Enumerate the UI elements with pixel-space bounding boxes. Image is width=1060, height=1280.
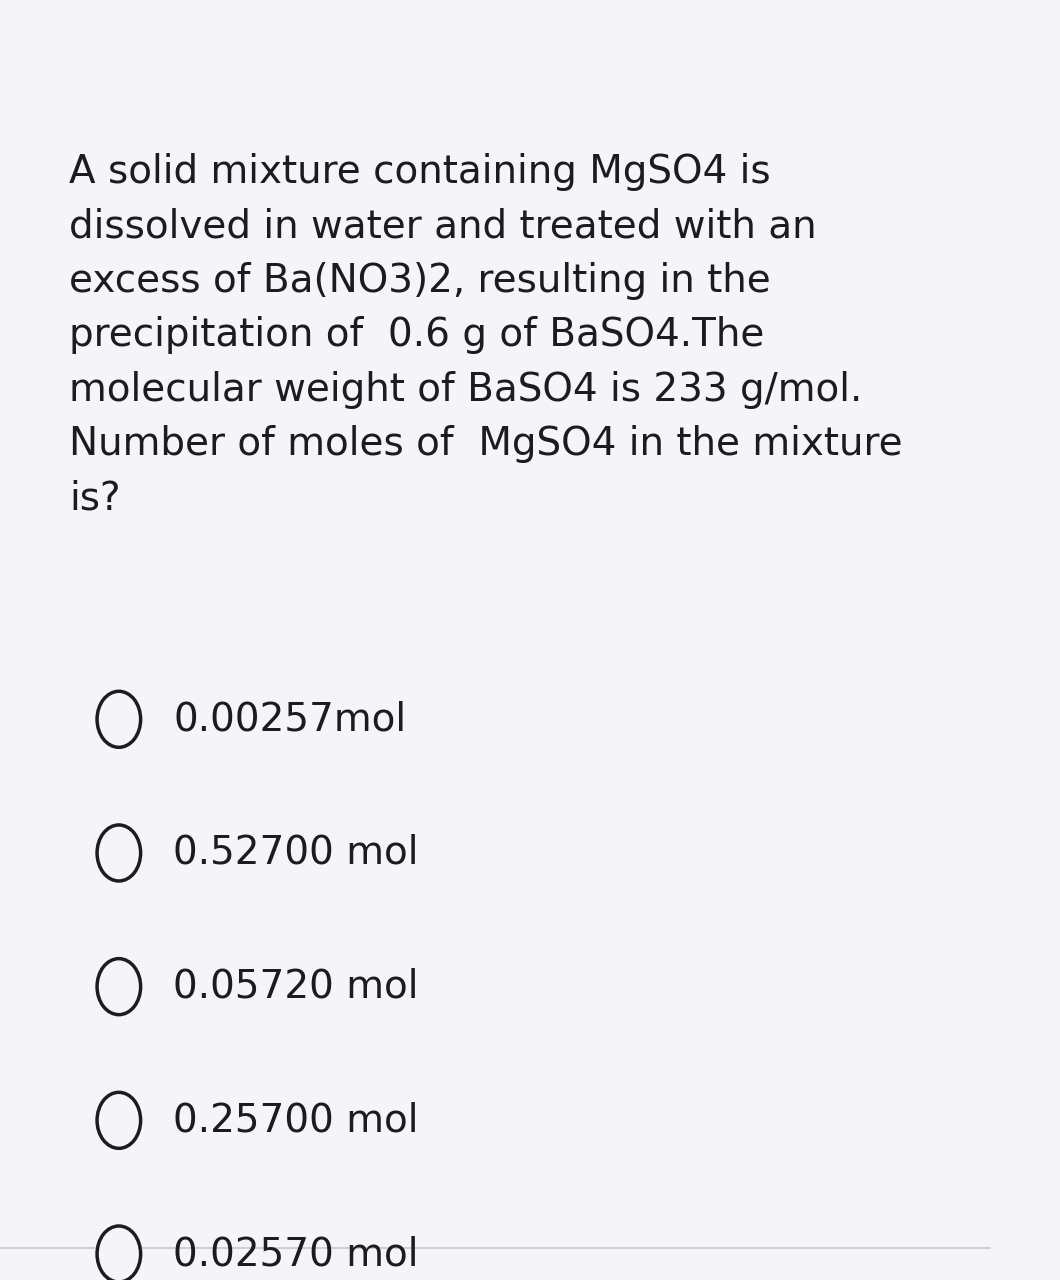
Text: 0.02570 mol: 0.02570 mol	[174, 1235, 419, 1274]
Circle shape	[98, 826, 141, 881]
Circle shape	[98, 1226, 141, 1280]
Circle shape	[98, 691, 141, 748]
Circle shape	[98, 959, 141, 1015]
Text: 0.05720 mol: 0.05720 mol	[174, 968, 419, 1006]
Text: 0.52700 mol: 0.52700 mol	[174, 835, 419, 872]
Text: 0.25700 mol: 0.25700 mol	[174, 1101, 419, 1139]
Text: A solid mixture containing MgSO4 is
dissolved in water and treated with an
exces: A solid mixture containing MgSO4 is diss…	[69, 152, 903, 518]
Circle shape	[98, 1092, 141, 1148]
Text: 0.00257mol: 0.00257mol	[174, 700, 406, 739]
